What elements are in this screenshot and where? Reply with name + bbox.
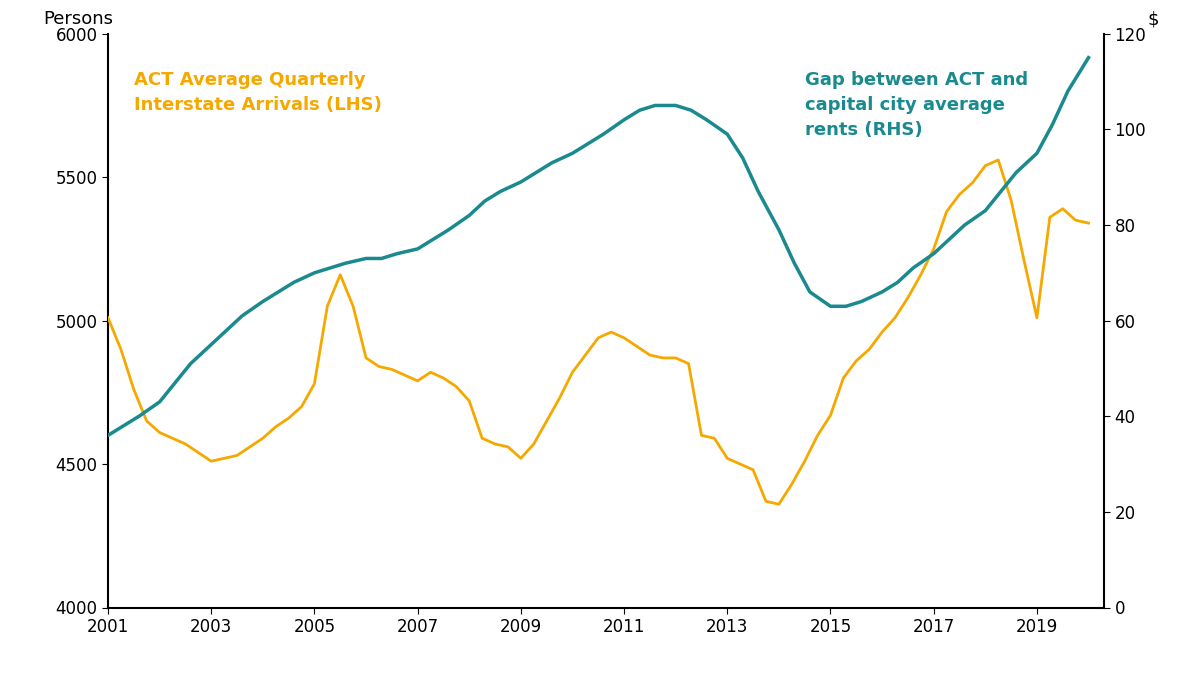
Text: Gap between ACT and
capital city average
rents (RHS): Gap between ACT and capital city average…: [805, 71, 1028, 139]
Text: Persons: Persons: [43, 10, 113, 28]
Text: ACT Average Quarterly
Interstate Arrivals (LHS): ACT Average Quarterly Interstate Arrival…: [134, 71, 382, 114]
Text: $: $: [1147, 10, 1159, 28]
